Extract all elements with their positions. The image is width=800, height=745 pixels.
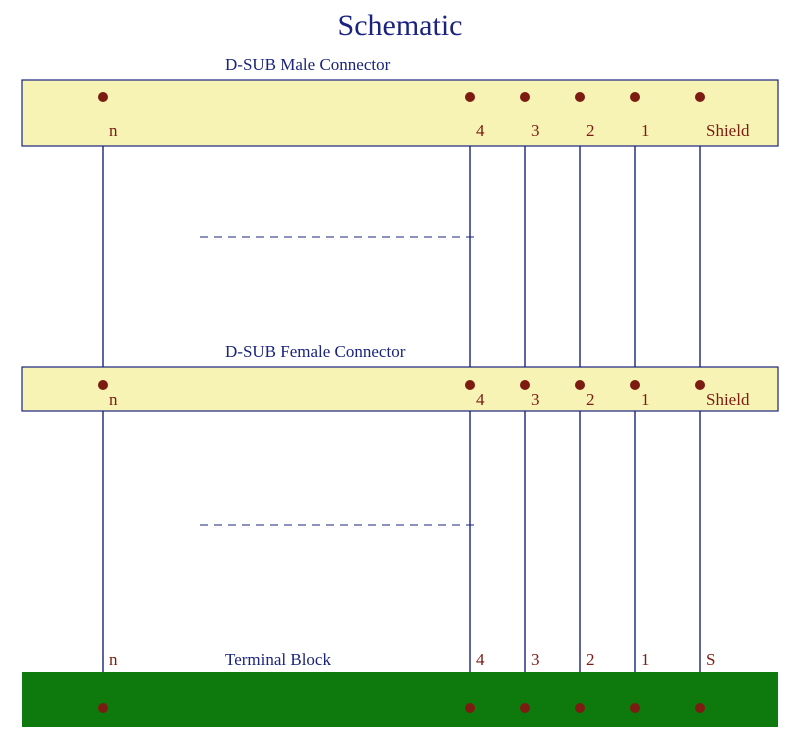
pin-dot-male-0 <box>98 92 108 102</box>
schematic-title: Schematic <box>338 9 463 42</box>
block-terminal <box>22 672 778 727</box>
pin-label-male-5: Shield <box>706 121 750 140</box>
pin-dot-female-4 <box>630 380 640 390</box>
pin-dot-terminal-4 <box>630 703 640 713</box>
pin-dot-male-3 <box>575 92 585 102</box>
pin-label-terminal-2: 3 <box>531 650 540 669</box>
pin-dot-female-5 <box>695 380 705 390</box>
block-label-terminal: Terminal Block <box>225 650 331 669</box>
block-male <box>22 80 778 146</box>
pin-label-terminal-1: 4 <box>476 650 485 669</box>
pin-dot-male-5 <box>695 92 705 102</box>
pin-label-male-3: 2 <box>586 121 595 140</box>
pin-dot-male-4 <box>630 92 640 102</box>
pin-dot-male-1 <box>465 92 475 102</box>
pin-dot-female-0 <box>98 380 108 390</box>
pin-label-male-2: 3 <box>531 121 540 140</box>
pin-dot-female-2 <box>520 380 530 390</box>
block-female <box>22 367 778 411</box>
pin-label-female-1: 4 <box>476 390 485 409</box>
pin-label-female-0: n <box>109 390 118 409</box>
pin-dot-male-2 <box>520 92 530 102</box>
pin-label-male-1: 4 <box>476 121 485 140</box>
pin-label-terminal-3: 2 <box>586 650 595 669</box>
pin-label-female-4: 1 <box>641 390 650 409</box>
pin-dot-female-3 <box>575 380 585 390</box>
pin-label-female-5: Shield <box>706 390 750 409</box>
block-label-male: D-SUB Male Connector <box>225 55 391 74</box>
pin-dot-female-1 <box>465 380 475 390</box>
pin-label-male-4: 1 <box>641 121 650 140</box>
pin-label-terminal-5: S <box>706 650 715 669</box>
pin-dot-terminal-2 <box>520 703 530 713</box>
pin-dot-terminal-1 <box>465 703 475 713</box>
pin-dot-terminal-0 <box>98 703 108 713</box>
pin-dot-terminal-3 <box>575 703 585 713</box>
pin-label-female-3: 2 <box>586 390 595 409</box>
pin-label-terminal-4: 1 <box>641 650 650 669</box>
pin-label-female-2: 3 <box>531 390 540 409</box>
block-label-female: D-SUB Female Connector <box>225 342 406 361</box>
pin-label-male-0: n <box>109 121 118 140</box>
pin-dot-terminal-5 <box>695 703 705 713</box>
pin-label-terminal-0: n <box>109 650 118 669</box>
